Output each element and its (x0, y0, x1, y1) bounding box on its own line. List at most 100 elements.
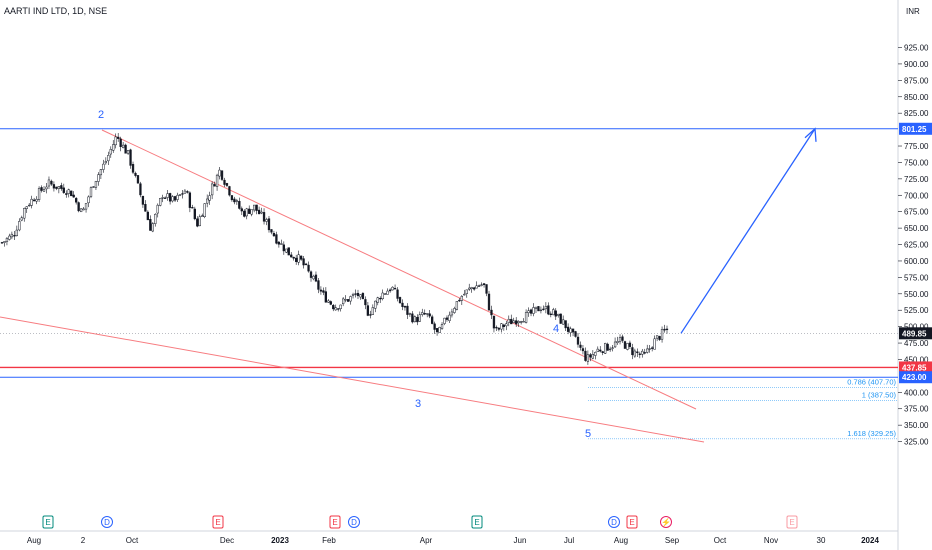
candle-body (492, 315, 496, 329)
candle-body (633, 350, 637, 357)
event-marker-box[interactable] (786, 515, 798, 529)
event-marker-box[interactable] (626, 515, 638, 529)
candle-body (443, 317, 446, 324)
candle-body (416, 316, 419, 323)
candle-body (571, 328, 575, 333)
candle-body (576, 336, 580, 345)
candle-body (660, 329, 664, 340)
candle-body (60, 185, 63, 189)
candle-body (658, 336, 661, 340)
candle-body (606, 343, 609, 351)
event-marker-box[interactable] (329, 515, 341, 529)
candle-body (522, 321, 525, 323)
candle-body (245, 208, 248, 217)
candle-body (119, 138, 122, 147)
wedge-lower-trendline[interactable] (0, 316, 705, 443)
candle-body (591, 353, 594, 359)
candle-body (349, 296, 352, 302)
time-tick-label: 2 (81, 536, 86, 545)
candle-body (94, 180, 98, 188)
event-marker-circle[interactable] (348, 516, 360, 528)
fib-level-label: 1 (387.50) (862, 391, 897, 400)
price-tick-label: 550.00 (904, 290, 929, 299)
candle-body (438, 327, 441, 333)
candle-body (651, 347, 654, 349)
candle-body (458, 299, 461, 302)
candle-body (102, 163, 105, 170)
candle-body (655, 335, 659, 339)
candle-body (339, 304, 342, 309)
candle-body (270, 229, 273, 233)
wave-label-2: 2 (98, 109, 104, 121)
event-marker-circle[interactable] (660, 516, 672, 528)
candle-body (257, 209, 261, 215)
projection-arrow[interactable] (680, 127, 817, 334)
candle-body (40, 187, 43, 191)
elliott-wave-labels: 2 3 4 5 (98, 109, 591, 440)
price-tick-label: 350.00 (904, 421, 929, 430)
fibonacci-levels: 0.786 (407.70) 1 (387.50) 1.618 (329.25) (588, 377, 898, 440)
price-tick-label: 775.00 (904, 142, 929, 151)
event-marker-box[interactable] (42, 515, 54, 529)
wedge-upper-trendline[interactable] (101, 129, 697, 410)
candle-body (549, 313, 552, 315)
event-marker-label: ⚡ (661, 517, 671, 527)
event-marker-box[interactable] (471, 515, 483, 529)
price-tag-bg (899, 361, 932, 374)
candle-body (20, 217, 23, 221)
candle-body (285, 248, 288, 253)
candle-body (433, 323, 436, 330)
candle-body (188, 192, 192, 208)
candle-body (50, 180, 53, 185)
event-marker-box[interactable] (212, 515, 224, 529)
candle-body (223, 179, 226, 185)
price-tick-label: 500.00 (904, 323, 929, 332)
candle-body (322, 290, 325, 293)
candle-body (272, 233, 276, 237)
fib-level-label: 1.618 (329.25) (847, 429, 896, 438)
candle-body (554, 310, 557, 317)
price-tick-label: 750.00 (904, 158, 929, 167)
candle-body (398, 297, 402, 304)
candle-body (198, 216, 201, 227)
candle-body (218, 169, 221, 177)
candle-body (104, 161, 107, 164)
candle-body (134, 172, 137, 176)
candle-body (8, 235, 11, 240)
candle-body (584, 350, 587, 361)
candle-body (255, 204, 258, 211)
candle-body (324, 291, 327, 303)
candle-body (613, 341, 617, 348)
event-marker-circle[interactable] (101, 516, 113, 528)
candle-body (500, 323, 503, 330)
price-axis[interactable]: 925.00 900.00 875.00 850.00 825.00 775.00 750.… (898, 44, 929, 447)
candle-body (159, 198, 162, 206)
candle-body (176, 194, 179, 200)
price-tick-label: 450.00 (904, 355, 929, 364)
candle-body (57, 186, 61, 189)
candle-body (601, 351, 604, 354)
candle-body (186, 191, 189, 193)
horizontal-levels[interactable] (0, 128, 898, 378)
candle-body (183, 190, 187, 194)
candle-body (502, 324, 505, 327)
candle-body (351, 294, 355, 296)
event-markers[interactable]: E D E E D E D E ⚡ E (42, 515, 798, 529)
candlestick-series (0, 133, 669, 365)
candle-body (376, 297, 379, 303)
price-tag-label: 489.85 (902, 329, 927, 338)
candle-body (532, 307, 535, 314)
candle-body (468, 287, 471, 290)
candle-body (243, 210, 246, 217)
falling-wedge[interactable] (0, 129, 705, 443)
candle-body (534, 306, 538, 309)
event-marker-circle[interactable] (608, 516, 620, 528)
price-tick-label: 400.00 (904, 388, 929, 397)
price-tick-label: 625.00 (904, 241, 929, 250)
candle-body (151, 223, 154, 232)
projection-line[interactable] (680, 128, 816, 334)
candle-body (473, 287, 476, 290)
event-marker-label: E (215, 518, 220, 527)
time-axis[interactable]: Aug 2 Oct Dec 2023 Feb Apr Jun Jul Aug Sep Oct Nov 30… (27, 536, 880, 545)
